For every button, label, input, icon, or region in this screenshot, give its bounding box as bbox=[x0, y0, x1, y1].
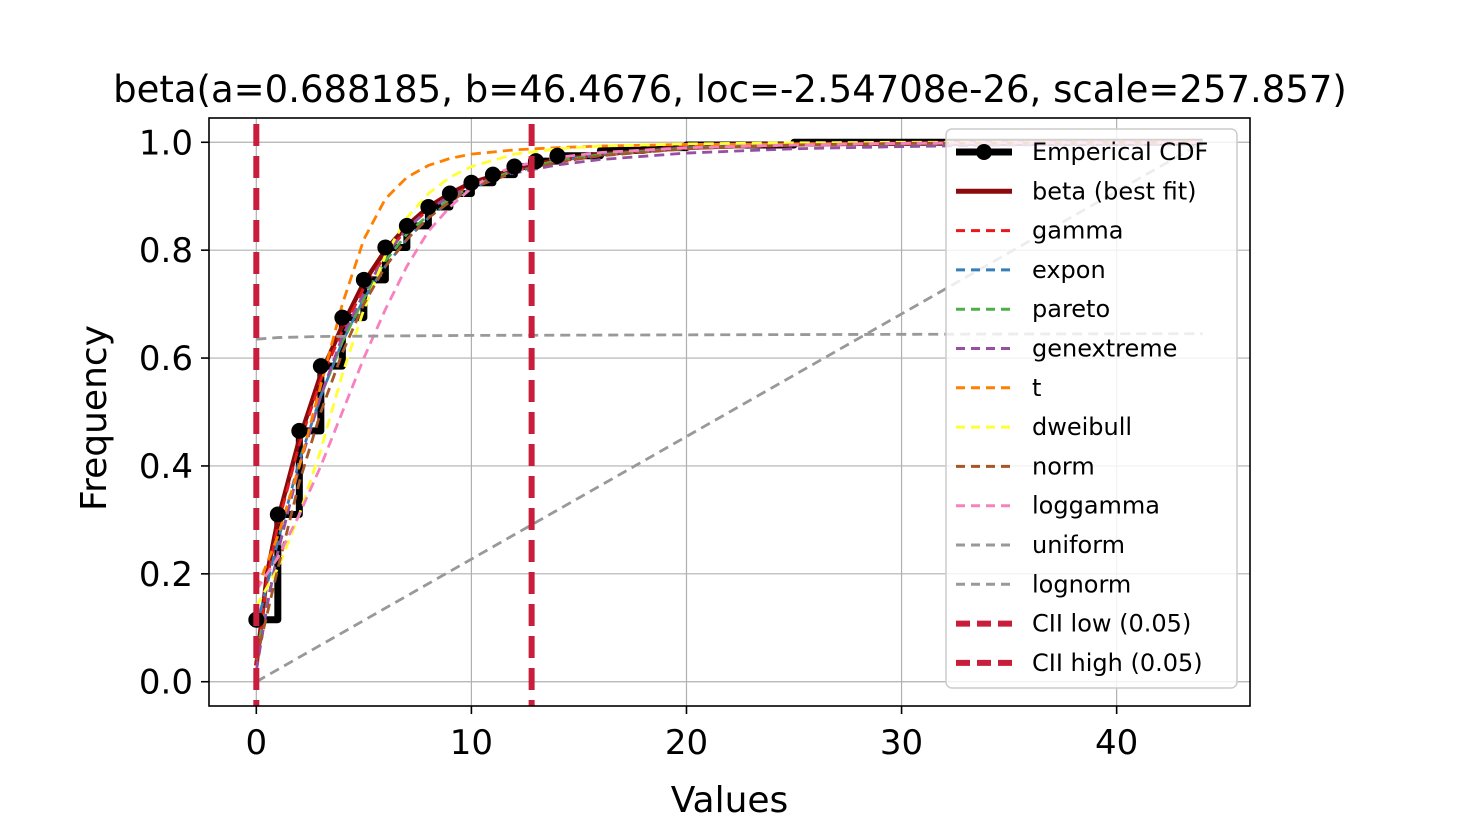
y-axis-label: Frequency bbox=[74, 325, 115, 511]
y-tick-label: 0.8 bbox=[139, 231, 193, 271]
empirical-cdf-point bbox=[484, 166, 501, 183]
legend-label-dweibull: dweibull bbox=[1032, 413, 1132, 441]
legend-label-genextreme: genextreme bbox=[1032, 335, 1177, 363]
y-tick-label: 0.0 bbox=[139, 663, 193, 703]
x-tick-label: 0 bbox=[245, 723, 267, 763]
series-line-genextreme bbox=[254, 142, 1203, 672]
series-layer bbox=[248, 124, 1204, 706]
empirical-cdf-point bbox=[398, 217, 415, 234]
empirical-cdf-point bbox=[334, 309, 351, 326]
empirical-cdf-point bbox=[355, 271, 372, 288]
x-axis-label: Values bbox=[671, 780, 789, 821]
chart-title: beta(a=0.688185, b=46.4676, loc=-2.54708… bbox=[113, 68, 1347, 111]
empirical-cdf-point bbox=[441, 185, 458, 202]
legend-label-lognorm: lognorm bbox=[1032, 570, 1131, 598]
empirical-cdf-point bbox=[549, 147, 566, 164]
empirical-cdf-point bbox=[377, 239, 394, 256]
legend-marker bbox=[976, 144, 992, 160]
x-tick-label: 40 bbox=[1095, 723, 1138, 763]
legend-label-pareto: pareto bbox=[1032, 295, 1110, 323]
legend-label-uniform: uniform bbox=[1032, 531, 1125, 559]
empirical-cdf-point bbox=[312, 358, 329, 375]
x-tick-label: 30 bbox=[880, 723, 923, 763]
legend-label-norm: norm bbox=[1032, 452, 1095, 480]
plot-area bbox=[248, 124, 1204, 706]
x-tick-label: 20 bbox=[665, 723, 708, 763]
axis-ticks: 0 10 20 30 40 0.0 0.2 0.4 0.6 0.8 1.0 bbox=[139, 123, 1138, 763]
legend-label-loggamma: loggamma bbox=[1032, 492, 1160, 520]
legend-label-gamma: gamma bbox=[1032, 217, 1123, 245]
x-tick-label: 10 bbox=[450, 723, 493, 763]
legend-label-beta-best-fit: beta (best fit) bbox=[1032, 177, 1197, 205]
legend-label-cii-low-0-05: CII low (0.05) bbox=[1032, 610, 1191, 638]
legend-label-t: t bbox=[1032, 374, 1041, 402]
empirical-cdf-point bbox=[269, 506, 286, 523]
series-line-uniform bbox=[255, 141, 1204, 683]
y-tick-label: 0.4 bbox=[139, 447, 193, 487]
y-tick-label: 0.6 bbox=[139, 339, 193, 379]
legend-label-expon: expon bbox=[1032, 256, 1106, 284]
empirical-cdf-point bbox=[506, 158, 523, 175]
y-tick-label: 1.0 bbox=[139, 123, 193, 163]
empirical-cdf-point bbox=[291, 422, 308, 439]
legend-label-cii-high-0-05: CII high (0.05) bbox=[1032, 649, 1203, 677]
legend-box bbox=[945, 128, 1238, 689]
legend-label-emperical-cdf: Emperical CDF bbox=[1032, 138, 1208, 166]
series-line-norm bbox=[254, 140, 1203, 661]
axes-frame bbox=[208, 117, 1251, 707]
empirical-cdf-point bbox=[463, 174, 480, 191]
empirical-cdf-point bbox=[420, 199, 437, 216]
y-tick-label: 0.2 bbox=[139, 555, 193, 595]
legend: Emperical CDF beta (best fit) gamma expon pa… bbox=[945, 128, 1238, 689]
